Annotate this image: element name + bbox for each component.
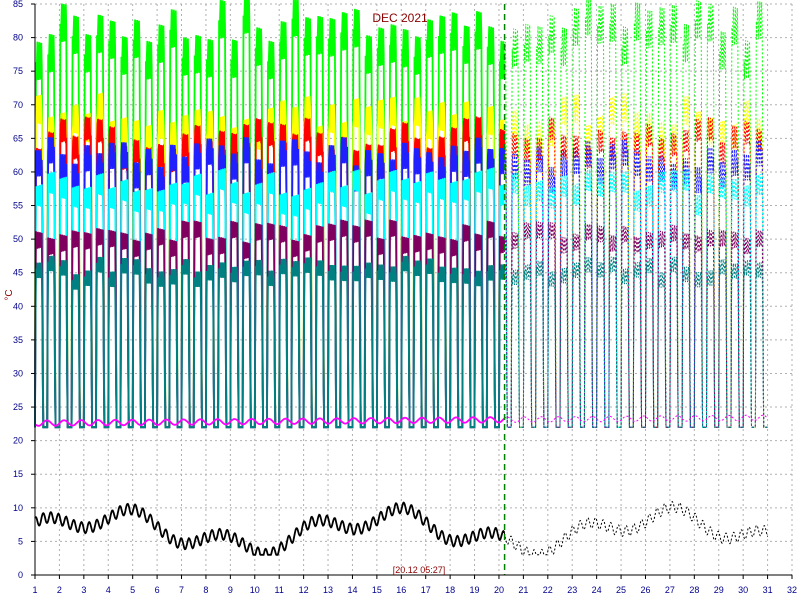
x-axis-ticks: 1 2 3 4 5 6 7 8 9 10 11 12 13 14 15 16 17 18 19 20 21 22 23 24 2… — [32, 575, 797, 595]
x-tick-label: 26 — [640, 585, 650, 595]
y-tick-label: 10 — [13, 503, 23, 513]
chart-title: DEC 2021 — [372, 11, 428, 25]
y-tick-label: 20 — [13, 436, 23, 446]
series-forecast-line — [503, 414, 768, 423]
y-axis-label: °C — [4, 289, 15, 300]
x-tick-label: 22 — [543, 585, 553, 595]
y-tick-label: 5 — [18, 536, 23, 546]
y-tick-label: 15 — [13, 469, 23, 479]
x-tick-label: 27 — [665, 585, 675, 595]
series-forecast-line — [503, 500, 769, 556]
x-tick-label: 9 — [228, 585, 233, 595]
series-forecast-line — [503, 92, 768, 428]
x-tick-label: 29 — [714, 585, 724, 595]
y-tick-label: 60 — [13, 167, 23, 177]
x-tick-label: 21 — [518, 585, 528, 595]
x-tick-label: 5 — [130, 585, 135, 595]
y-tick-label: 55 — [13, 201, 23, 211]
y-axis-ticks: 0 5 10 15 20 25 30 35 40 45 50 55 60 65 70 75 80 85 — [13, 0, 35, 580]
x-tick-label: 4 — [106, 585, 111, 595]
x-tick-label: 30 — [738, 585, 748, 595]
x-tick-label: 18 — [445, 585, 455, 595]
series-forecast-line — [503, 221, 768, 428]
series-forecast-line — [503, 256, 768, 428]
x-tick-label: 10 — [250, 585, 260, 595]
y-tick-label: 40 — [13, 301, 23, 311]
y-tick-label: 25 — [13, 402, 23, 412]
x-tick-label: 28 — [689, 585, 699, 595]
x-tick-label: 3 — [81, 585, 86, 595]
y-tick-label: 30 — [13, 368, 23, 378]
x-tick-label: 16 — [396, 585, 406, 595]
y-tick-label: 75 — [13, 66, 23, 76]
y-tick-label: 45 — [13, 268, 23, 278]
x-tick-label: 23 — [567, 585, 577, 595]
x-tick-label: 1 — [32, 585, 37, 595]
x-tick-label: 12 — [299, 585, 309, 595]
y-tick-label: 50 — [13, 234, 23, 244]
x-tick-label: 14 — [347, 585, 357, 595]
y-tick-label: 35 — [13, 335, 23, 345]
cursor-timestamp: [20.12 05:27] — [393, 565, 446, 575]
series-forecast-line — [503, 169, 768, 428]
x-tick-label: 31 — [763, 585, 773, 595]
y-tick-label: 80 — [13, 33, 23, 43]
x-tick-label: 32 — [787, 585, 797, 595]
x-tick-label: 17 — [421, 585, 431, 595]
series-line — [34, 501, 506, 556]
x-tick-label: 2 — [57, 585, 62, 595]
x-tick-label: 7 — [179, 585, 184, 595]
y-tick-label: 65 — [13, 133, 23, 143]
x-tick-label: 15 — [372, 585, 382, 595]
x-tick-label: 6 — [155, 585, 160, 595]
series-line — [34, 416, 505, 427]
axes — [34, 4, 792, 576]
x-tick-label: 20 — [494, 585, 504, 595]
x-tick-label: 25 — [616, 585, 626, 595]
x-tick-label: 24 — [592, 585, 602, 595]
x-tick-label: 19 — [470, 585, 480, 595]
x-tick-label: 11 — [275, 585, 284, 595]
y-tick-label: 0 — [18, 570, 23, 580]
y-tick-label: 85 — [13, 0, 23, 9]
series-layer — [34, 0, 769, 556]
x-tick-label: 8 — [203, 585, 208, 595]
x-tick-label: 13 — [323, 585, 333, 595]
series-line — [34, 255, 506, 429]
y-tick-label: 70 — [13, 100, 23, 110]
